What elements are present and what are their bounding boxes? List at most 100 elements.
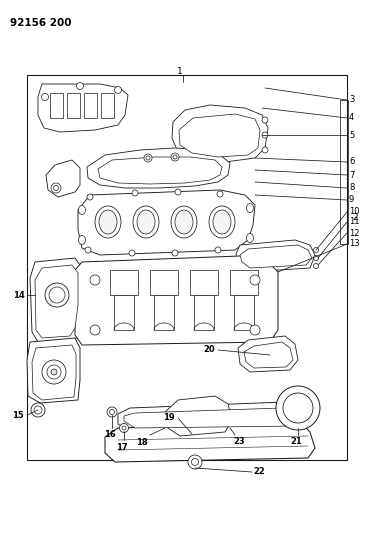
Ellipse shape (78, 206, 86, 214)
Polygon shape (30, 258, 83, 342)
Ellipse shape (99, 210, 117, 234)
Polygon shape (244, 342, 293, 368)
Ellipse shape (213, 210, 231, 234)
Circle shape (175, 189, 181, 195)
Ellipse shape (209, 206, 235, 238)
Circle shape (283, 393, 313, 423)
Text: 9: 9 (349, 196, 354, 205)
Circle shape (90, 275, 100, 285)
Circle shape (51, 183, 61, 193)
Ellipse shape (246, 233, 254, 243)
Polygon shape (194, 295, 214, 330)
Text: 92156 200: 92156 200 (10, 18, 71, 28)
Circle shape (122, 426, 126, 430)
Circle shape (314, 247, 319, 253)
Text: 12: 12 (349, 229, 359, 238)
Circle shape (120, 424, 128, 432)
Polygon shape (154, 295, 174, 330)
Circle shape (314, 255, 319, 261)
Circle shape (47, 365, 61, 379)
Ellipse shape (171, 206, 197, 238)
Polygon shape (190, 270, 218, 295)
Polygon shape (50, 93, 63, 118)
Circle shape (146, 156, 150, 160)
Text: 17: 17 (116, 443, 128, 452)
Circle shape (107, 407, 117, 417)
Polygon shape (114, 295, 134, 330)
Polygon shape (46, 160, 80, 197)
Text: 5: 5 (349, 131, 354, 140)
Circle shape (250, 325, 260, 335)
Polygon shape (84, 93, 97, 118)
Circle shape (87, 194, 93, 200)
Circle shape (110, 409, 115, 415)
Polygon shape (172, 105, 268, 162)
Circle shape (45, 283, 69, 307)
Circle shape (262, 117, 268, 123)
Circle shape (42, 93, 49, 101)
Text: 15: 15 (12, 410, 24, 419)
Circle shape (129, 250, 135, 256)
Polygon shape (98, 157, 222, 184)
Ellipse shape (246, 204, 254, 213)
Circle shape (31, 403, 45, 417)
Text: 4: 4 (349, 114, 354, 123)
Text: 14: 14 (13, 290, 25, 300)
Text: 6: 6 (349, 157, 354, 166)
Text: 23: 23 (233, 437, 244, 446)
Text: 20: 20 (203, 345, 215, 354)
Polygon shape (101, 93, 114, 118)
Polygon shape (165, 396, 232, 436)
Circle shape (51, 369, 57, 375)
Text: 22: 22 (253, 467, 265, 477)
Circle shape (250, 275, 260, 285)
Circle shape (217, 191, 223, 197)
Circle shape (262, 147, 268, 153)
Polygon shape (179, 114, 260, 157)
Text: 10: 10 (349, 207, 359, 216)
Circle shape (276, 386, 320, 430)
Bar (27, 75, 347, 460)
Ellipse shape (95, 206, 121, 238)
Circle shape (191, 458, 199, 465)
Ellipse shape (133, 206, 159, 238)
Polygon shape (150, 270, 178, 295)
Circle shape (173, 155, 177, 159)
Text: 13: 13 (349, 239, 359, 248)
Circle shape (132, 190, 138, 196)
Text: 16: 16 (104, 430, 116, 439)
Text: 1: 1 (177, 68, 183, 77)
Polygon shape (230, 270, 258, 295)
Circle shape (53, 185, 58, 190)
Polygon shape (27, 338, 80, 403)
Circle shape (49, 287, 65, 303)
Polygon shape (87, 148, 230, 188)
Polygon shape (78, 190, 255, 255)
Text: 11: 11 (349, 217, 359, 227)
Polygon shape (35, 265, 78, 338)
Text: 2: 2 (352, 214, 358, 222)
Circle shape (90, 325, 100, 335)
Circle shape (188, 455, 202, 469)
Text: 21: 21 (290, 437, 302, 446)
Circle shape (314, 263, 319, 269)
Polygon shape (32, 345, 76, 400)
Ellipse shape (78, 236, 86, 245)
Circle shape (215, 247, 221, 253)
Circle shape (262, 132, 268, 138)
Circle shape (115, 86, 121, 93)
Text: 8: 8 (349, 183, 354, 192)
Text: 19: 19 (163, 414, 175, 423)
Ellipse shape (175, 210, 193, 234)
Circle shape (144, 154, 152, 162)
Circle shape (172, 250, 178, 256)
Polygon shape (238, 336, 298, 372)
Text: 3: 3 (349, 95, 354, 104)
Text: 18: 18 (136, 438, 148, 447)
Polygon shape (234, 295, 254, 330)
Polygon shape (105, 422, 315, 462)
Circle shape (85, 247, 91, 253)
Polygon shape (110, 270, 138, 295)
Circle shape (76, 83, 84, 90)
Text: 7: 7 (349, 171, 354, 180)
